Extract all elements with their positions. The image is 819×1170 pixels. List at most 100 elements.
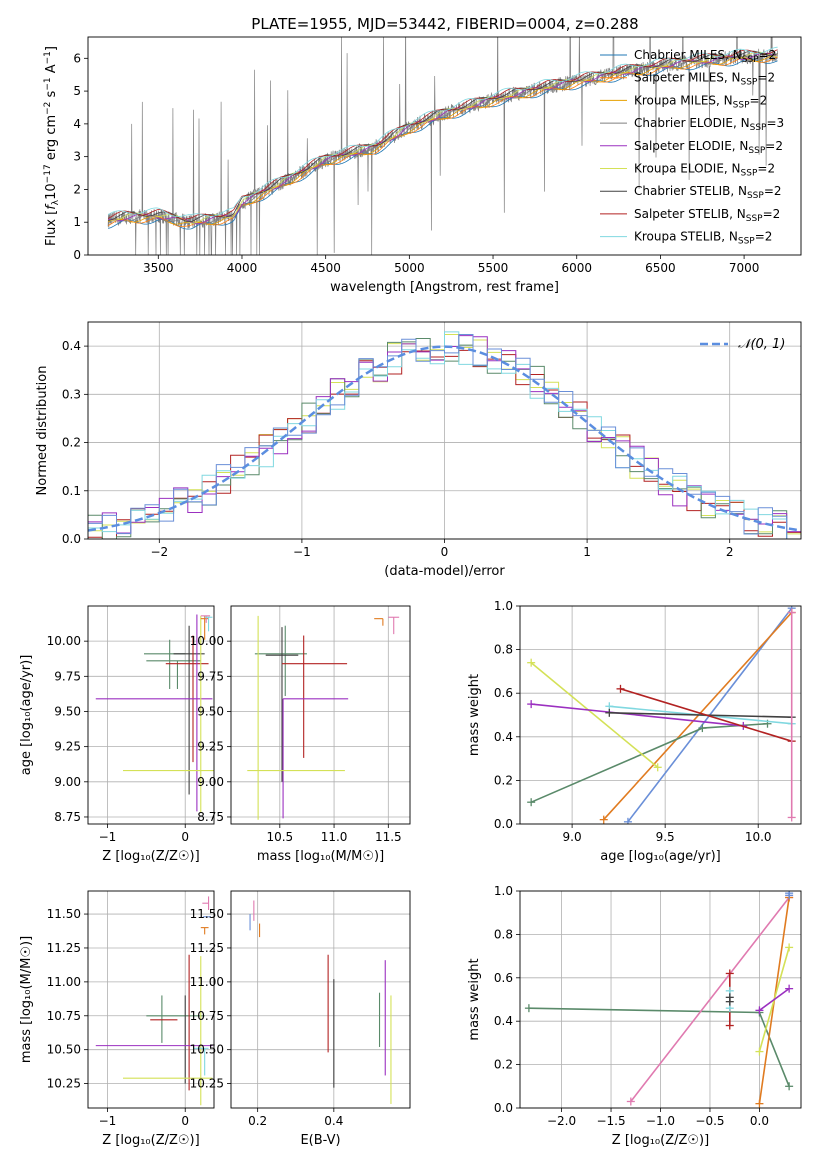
errorbar-point-0 [144, 639, 186, 689]
legend-entry: Chabrier MILES, NSSP=2 [634, 48, 776, 65]
axes-frame [87, 890, 215, 1109]
y-tick-label: 1.0 [494, 884, 513, 898]
plot-area-massweight_vs_age [527, 606, 796, 824]
x-tick-label: 1 [583, 545, 591, 559]
y-axis-label: mass [log₁₀(M/M☉)] [19, 936, 34, 1063]
x-tick-label: 10.5 [266, 830, 293, 844]
residual-histogram-5 [88, 334, 801, 539]
plus-marker [605, 708, 614, 717]
y-tick-label: 0.6 [494, 971, 513, 985]
x-tick-label: 0 [181, 830, 189, 844]
legend-entry: Kroupa MILES, NSSP=2 [634, 93, 767, 110]
panel-mass_vs_Z: −1 0 10.25 10.50 10.75 11.00 11.25 11.50 Z [log₁… [19, 890, 215, 1148]
axes-frame [230, 605, 411, 825]
panel-mass_vs_ebv: 0.2 0.4 10.25 10.50 10.75 11.00 11.25 11.50 E(B-… [190, 890, 411, 1148]
errorbar-point-2 [173, 625, 205, 795]
y-tick-label: 6 [73, 51, 81, 65]
y-tick-label: 3 [73, 150, 81, 164]
gaussian-curve [88, 345, 801, 532]
x-tick-label: 5000 [394, 261, 425, 275]
y-tick-label: 0.1 [62, 484, 81, 498]
x-tick-label: 0 [441, 545, 449, 559]
plus-marker [527, 798, 536, 807]
y-tick-label: 11.25 [47, 941, 81, 955]
x-axis-label: Z [log₁₀(Z/Z☉)] [102, 849, 199, 864]
x-tick-label: 2 [726, 545, 734, 559]
axes-frame [230, 890, 411, 1109]
y-tick-label: 0.3 [62, 387, 81, 401]
y-tick-label: 1.0 [494, 599, 513, 613]
y-tick-label: 10.75 [190, 1009, 224, 1023]
errorbar-point-6 [388, 616, 400, 635]
y-tick-label: 1 [73, 215, 81, 229]
errorbar-point-1 [265, 627, 299, 782]
weight-line-2 [530, 722, 768, 803]
plus-marker [623, 817, 632, 824]
plus-marker [787, 813, 796, 822]
plot-area-spectrum [107, 37, 778, 255]
legend-entry: Salpeter ELODIE, NSSP=2 [634, 139, 783, 156]
panel-massweight_vs_Z: −2.0 −1.5 −1.0 −0.5 0.0 0.0 0.2 0.4 0.6 0.8 1.0 Z [… [467, 884, 802, 1148]
y-tick-label: 9.25 [54, 740, 81, 754]
y-axis-label: Normed distribution [35, 366, 50, 496]
errorbar-point-4 [247, 615, 345, 820]
panel-residuals: 𝒩(0, 1) −2 −1 0 1 2 0.0 0.1 0.2 0.3 0.4 (data-model… [35, 321, 802, 579]
y-tick-label: 9.50 [54, 704, 81, 718]
axes-frame [87, 605, 215, 825]
y-tick-label: 8.75 [54, 810, 81, 824]
y-tick-label: 4 [73, 117, 81, 131]
plus-marker [527, 658, 536, 667]
x-tick-label: −1 [293, 545, 311, 559]
x-tick-label: 7000 [729, 261, 760, 275]
y-tick-label: 0.4 [494, 1014, 513, 1028]
x-tick-label: −1.0 [646, 1114, 675, 1128]
y-tick-label: 0.4 [62, 339, 81, 353]
legend-entry: 𝒩(0, 1) [738, 337, 785, 352]
plus-marker [524, 1004, 533, 1013]
weight-line-6 [609, 712, 792, 718]
y-tick-label: 11.25 [190, 941, 224, 955]
y-tick-label: 0.8 [494, 643, 513, 657]
x-axis-label: mass [log₁₀(M/M☉)] [257, 849, 384, 864]
x-axis-label: E(B-V) [300, 1133, 340, 1148]
plus-marker [785, 984, 794, 993]
model-spectrum-2 [107, 54, 778, 225]
plus-marker [785, 943, 794, 952]
x-tick-label: 5500 [478, 261, 509, 275]
errorbar-point-2 [281, 635, 348, 758]
panel-age_vs_Z: −1 0 8.75 9.00 9.25 9.50 9.75 10.00 Z [log₁₀(Z/Z… [19, 605, 215, 864]
x-tick-label: 4500 [310, 261, 341, 275]
y-axis-label: mass weight [467, 674, 482, 756]
x-tick-label: 0.4 [324, 1114, 343, 1128]
legend-entry: Salpeter STELIB, NSSP=2 [634, 207, 780, 224]
x-axis-label: (data-model)/error [384, 564, 505, 579]
y-tick-label: 9.00 [197, 775, 224, 789]
x-tick-label: 6000 [561, 261, 592, 275]
x-tick-label: 4000 [227, 261, 258, 275]
y-tick-label: 10.00 [190, 634, 224, 648]
panel-massweight_vs_age: 9.0 9.5 10.0 0.0 0.2 0.4 0.6 0.8 1.0 age [log₁₀(a… [467, 599, 802, 864]
x-tick-label: −2.0 [547, 1114, 576, 1128]
spectrum-legend: Chabrier MILES, NSSP=2 Salpeter MILES, NS… [600, 48, 784, 247]
x-tick-label: 11.0 [321, 830, 348, 844]
plus-marker [725, 1021, 734, 1030]
legend-entry: Kroupa ELODIE, NSSP=2 [634, 162, 775, 179]
x-tick-label: 0 [181, 1114, 189, 1128]
panel-age_vs_mass: 10.5 11.0 11.5 8.75 9.00 9.25 9.50 9.75 10.00 mas… [190, 605, 411, 864]
y-tick-label: 9.75 [197, 669, 224, 683]
plot-area-age_vs_Z [95, 614, 214, 813]
y-axis-label: mass weight [467, 958, 482, 1040]
weight-line-3 [530, 662, 659, 768]
weight-line-7 [620, 688, 792, 742]
errorbar-point-6 [193, 1047, 209, 1076]
y-tick-label: 11.50 [190, 907, 224, 921]
weight-line-4 [758, 987, 790, 1012]
weight-line-4 [531, 703, 744, 727]
y-tick-label: 10.00 [47, 634, 81, 648]
plot-area-residuals [88, 331, 801, 539]
x-tick-label: 3500 [143, 261, 174, 275]
legend-entry: Chabrier STELIB, NSSP=2 [634, 184, 782, 201]
y-tick-label: 9.00 [54, 775, 81, 789]
y-tick-label: 9.50 [197, 704, 224, 718]
